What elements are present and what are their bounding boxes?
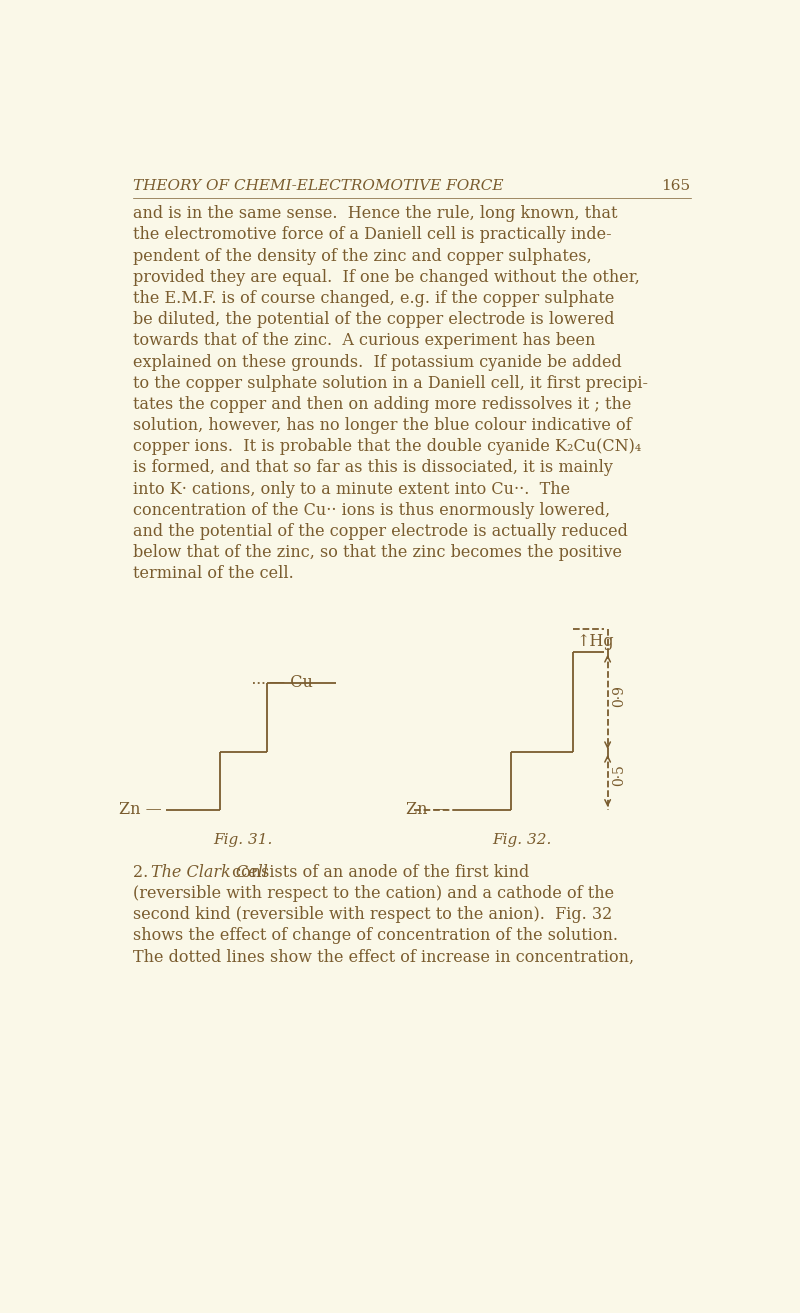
Text: 165: 165 — [662, 179, 690, 193]
Text: is formed, and that so far as this is dissociated, it is mainly: is formed, and that so far as this is di… — [133, 460, 613, 477]
Text: shows the effect of change of concentration of the solution.: shows the effect of change of concentrat… — [133, 927, 618, 944]
Text: — Cu: — Cu — [269, 674, 313, 691]
Text: 0·5: 0·5 — [612, 764, 626, 785]
Text: below that of the zinc, so that the zinc becomes the positive: below that of the zinc, so that the zinc… — [133, 544, 622, 561]
Text: Zn —: Zn — — [406, 801, 449, 818]
Text: explained on these grounds.  If potassium cyanide be added: explained on these grounds. If potassium… — [133, 353, 622, 370]
Text: and is in the same sense.  Hence the rule, long known, that: and is in the same sense. Hence the rule… — [133, 205, 617, 222]
Text: Fig. 32.: Fig. 32. — [493, 832, 552, 847]
Text: solution, however, has no longer the blue colour indicative of: solution, however, has no longer the blu… — [133, 418, 631, 435]
Text: into K· cations, only to a minute extent into Cu··.  The: into K· cations, only to a minute extent… — [133, 481, 570, 498]
Text: towards that of the zinc.  A curious experiment has been: towards that of the zinc. A curious expe… — [133, 332, 595, 349]
Text: (reversible with respect to the cation) and a cathode of the: (reversible with respect to the cation) … — [133, 885, 614, 902]
Text: The Clark Cell: The Clark Cell — [151, 864, 268, 881]
Text: tates the copper and then on adding more redissolves it ; the: tates the copper and then on adding more… — [133, 397, 631, 412]
Text: to the copper sulphate solution in a Daniell cell, it first precipi-: to the copper sulphate solution in a Dan… — [133, 374, 647, 391]
Text: terminal of the cell.: terminal of the cell. — [133, 566, 294, 582]
Text: ↑Hg: ↑Hg — [577, 633, 614, 650]
Text: Fig. 31.: Fig. 31. — [214, 832, 273, 847]
Text: 2.: 2. — [133, 864, 158, 881]
Text: copper ions.  It is probable that the double cyanide K₂Cu(CN)₄: copper ions. It is probable that the dou… — [133, 439, 641, 456]
Text: the E.M.F. is of course changed, e.g. if the copper sulphate: the E.M.F. is of course changed, e.g. if… — [133, 290, 614, 307]
Text: consists of an anode of the first kind: consists of an anode of the first kind — [227, 864, 530, 881]
Text: the electromotive force of a Daniell cell is practically inde-: the electromotive force of a Daniell cel… — [133, 226, 611, 243]
Text: second kind (reversible with respect to the anion).  Fig. 32: second kind (reversible with respect to … — [133, 906, 612, 923]
Text: pendent of the density of the zinc and copper sulphates,: pendent of the density of the zinc and c… — [133, 248, 591, 265]
Text: be diluted, the potential of the copper electrode is lowered: be diluted, the potential of the copper … — [133, 311, 614, 328]
Text: 0·9: 0·9 — [612, 685, 626, 706]
Text: The dotted lines show the effect of increase in concentration,: The dotted lines show the effect of incr… — [133, 948, 634, 965]
Text: Zn —: Zn — — [119, 801, 162, 818]
Text: THEORY OF CHEMI-ELECTROMOTIVE FORCE: THEORY OF CHEMI-ELECTROMOTIVE FORCE — [133, 179, 503, 193]
Text: provided they are equal.  If one be changed without the other,: provided they are equal. If one be chang… — [133, 269, 639, 286]
Text: concentration of the Cu·· ions is thus enormously lowered,: concentration of the Cu·· ions is thus e… — [133, 502, 610, 519]
Text: and the potential of the copper electrode is actually reduced: and the potential of the copper electrod… — [133, 523, 627, 540]
